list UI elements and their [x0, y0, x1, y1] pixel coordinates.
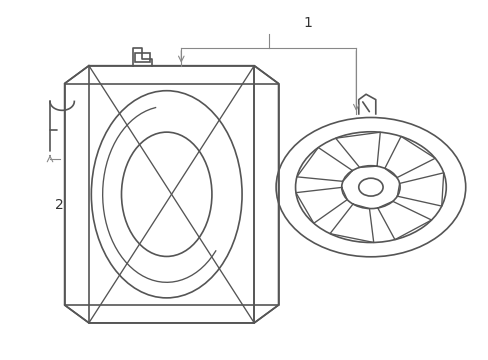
- Text: 2: 2: [55, 198, 64, 212]
- Text: 1: 1: [303, 16, 311, 30]
